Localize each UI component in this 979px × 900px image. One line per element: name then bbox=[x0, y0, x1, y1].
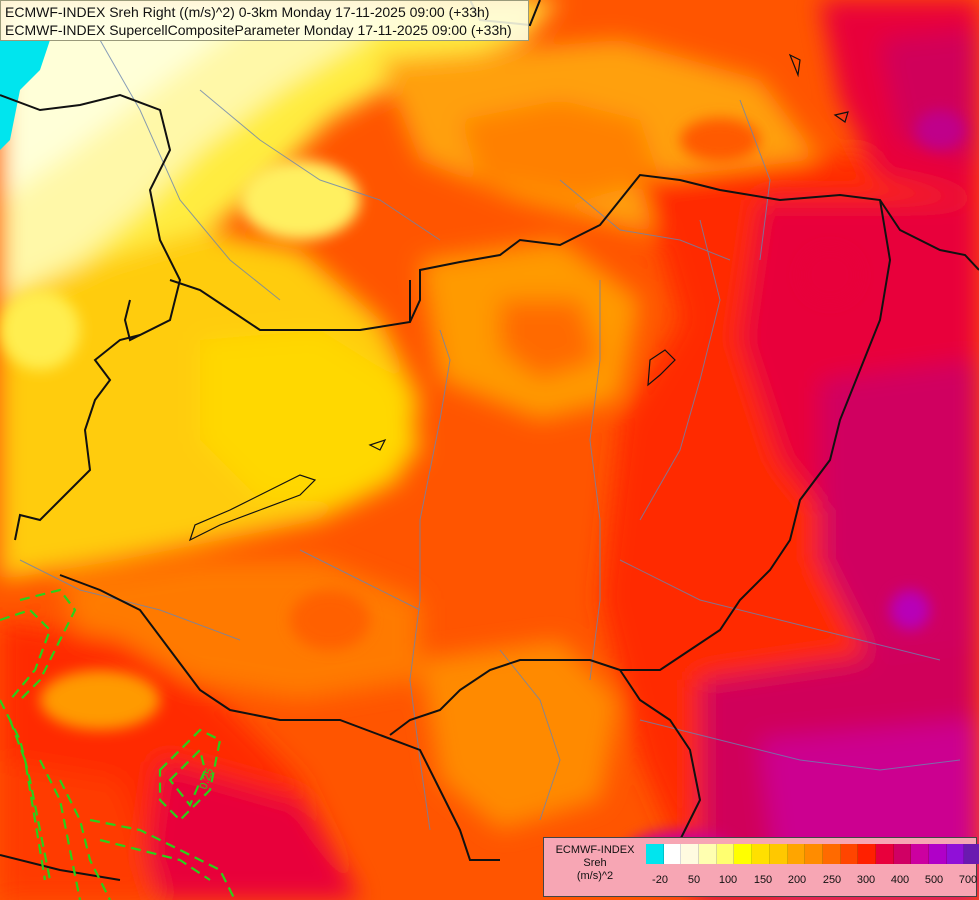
legend-tick: 50 bbox=[687, 874, 701, 886]
legend-swatch bbox=[893, 844, 912, 864]
legend-swatch bbox=[805, 844, 823, 864]
legend-swatch bbox=[716, 844, 735, 864]
legend-swatch bbox=[875, 844, 894, 864]
cyan-region bbox=[0, 40, 50, 150]
legend-tick: 400 bbox=[890, 874, 910, 886]
legend-swatch bbox=[752, 844, 770, 864]
scp-contours bbox=[0, 588, 236, 900]
legend-swatches bbox=[646, 844, 979, 864]
legend-swatch bbox=[964, 844, 979, 864]
title-sreh: ECMWF-INDEX Sreh Right ((m/s)^2) 0-3km M… bbox=[5, 4, 490, 20]
legend-tick: 150 bbox=[753, 874, 773, 886]
legend-swatch bbox=[734, 844, 753, 864]
legend-tick: 500 bbox=[924, 874, 944, 886]
country-borders bbox=[0, 0, 979, 881]
legend-tick: 300 bbox=[856, 874, 876, 886]
legend-swatch bbox=[699, 844, 717, 864]
title-scp: ECMWF-INDEX SupercellCompositeParameter … bbox=[5, 22, 512, 38]
legend-swatch bbox=[946, 844, 965, 864]
rivers bbox=[19, 39, 961, 831]
legend-swatch bbox=[822, 844, 841, 864]
legend-swatch bbox=[840, 844, 859, 864]
legend-swatch bbox=[911, 844, 929, 864]
map-title-box: ECMWF-INDEX Sreh Right ((m/s)^2) 0-3km M… bbox=[0, 0, 529, 41]
legend-tick: -20 bbox=[652, 874, 668, 886]
legend-title: ECMWF-INDEX Sreh (m/s)^2 bbox=[548, 844, 642, 883]
legend-swatch bbox=[663, 844, 682, 864]
legend-swatch bbox=[769, 844, 788, 864]
legend-title-param: Sreh bbox=[583, 857, 607, 869]
legend-title-unit: (m/s)^2 bbox=[576, 870, 614, 882]
color-legend: ECMWF-INDEX Sreh (m/s)^2 -20 50 100 150 200 2… bbox=[543, 837, 979, 897]
legend-tick: 100 bbox=[718, 874, 738, 886]
legend-title-model: ECMWF-INDEX bbox=[555, 844, 635, 856]
legend-swatch bbox=[929, 844, 947, 864]
lakes bbox=[188, 53, 849, 542]
legend-tick: 200 bbox=[787, 874, 807, 886]
legend-ticks: -20 50 100 150 200 250 300 400 500 700 bbox=[646, 874, 977, 890]
legend-swatch bbox=[858, 844, 876, 864]
legend-swatch bbox=[646, 844, 664, 864]
legend-swatch bbox=[787, 844, 806, 864]
legend-swatch bbox=[681, 844, 700, 864]
sreh-detail-blobs bbox=[0, 110, 965, 890]
legend-tick: 250 bbox=[822, 874, 842, 886]
legend-tick: 700 bbox=[958, 874, 978, 886]
